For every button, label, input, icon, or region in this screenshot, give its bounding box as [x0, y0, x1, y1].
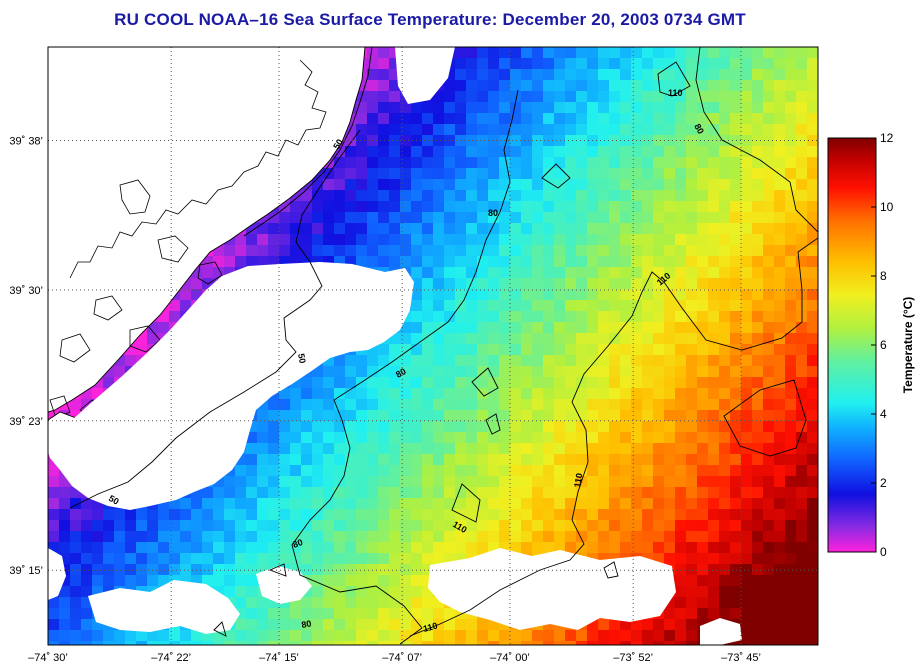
- cloud-patch-lower-mid: [256, 566, 312, 604]
- contour-label-80-e: 80: [692, 122, 706, 136]
- cloud-patch-left-edge: [48, 548, 66, 600]
- x-tick-label: –73˚ 52’: [613, 652, 653, 664]
- colorbar-tick-label: 6: [880, 338, 887, 352]
- contour-50: [69, 129, 361, 509]
- cloud-patch-top: [395, 47, 455, 104]
- latitude-tick-labels: 39˚ 38’ 39˚ 30’ 39˚ 23’ 39˚ 15’: [9, 136, 43, 578]
- x-tick-label: –74˚ 00’: [490, 652, 530, 664]
- y-tick-label: 39˚ 23’: [9, 416, 43, 428]
- contour-80: [291, 89, 519, 645]
- x-tick-label: –74˚ 30’: [28, 652, 68, 664]
- colorbar-tick-label: 10: [880, 200, 894, 214]
- colorbar-tick-label: 8: [880, 269, 887, 283]
- colorbar-title: Temperature (°C): [901, 297, 915, 394]
- x-tick-label: –74˚ 22’: [151, 652, 191, 664]
- map-title: RU COOL NOAA–16 Sea Surface Temperature:…: [114, 10, 746, 29]
- isobath-contours: [69, 47, 818, 645]
- contour-label-80-c: 80: [291, 537, 304, 550]
- colorbar-gradient: [827, 137, 877, 553]
- map-grid: [48, 47, 818, 645]
- y-tick-label: 39˚ 30’: [9, 285, 43, 297]
- y-tick-label: 39˚ 38’: [9, 136, 43, 148]
- contour-label-50-b: 50: [296, 353, 308, 365]
- cloud-patch-east-bottom: [700, 618, 742, 645]
- longitude-tick-labels: –74˚ 30’ –74˚ 22’ –74˚ 15’ –74˚ 07’ –74˚ 00’…: [28, 652, 761, 664]
- x-tick-label: –74˚ 15’: [259, 652, 299, 664]
- contour-label-80-a: 80: [488, 208, 498, 218]
- contour-110: [409, 47, 818, 637]
- colorbar-tick-label: 2: [880, 476, 887, 490]
- contour-label-110-c: 110: [572, 472, 584, 488]
- land-cloud-masks: [48, 47, 742, 645]
- contour-label-110-e: 110: [422, 621, 439, 634]
- colorbar-tick-label: 0: [880, 545, 887, 559]
- land-new-jersey: [48, 47, 366, 413]
- x-tick-label: –74˚ 07’: [382, 652, 422, 664]
- contour-label-50-a: 50: [331, 137, 345, 151]
- contour-label-50-c: 50: [107, 493, 121, 507]
- colorbar-tick-label: 4: [880, 407, 887, 421]
- cloud-patch-bottom-left: [88, 580, 240, 634]
- contour-label-110-a: 110: [668, 88, 683, 98]
- contour-label-80-b: 80: [394, 366, 408, 380]
- colorbar-tick-label: 12: [880, 131, 894, 145]
- map-frame: [47, 46, 819, 646]
- y-tick-label: 39˚ 15’: [9, 565, 43, 577]
- colorbar: 0 2 4 6 8 10 12 Temperature (°C): [827, 131, 915, 559]
- x-tick-label: –73˚ 45’: [721, 652, 761, 664]
- cloud-patch-nearshore: [48, 262, 414, 510]
- contour-label-80-d: 80: [301, 618, 313, 630]
- colorbar-ticks: 0 2 4 6 8 10 12: [871, 131, 894, 559]
